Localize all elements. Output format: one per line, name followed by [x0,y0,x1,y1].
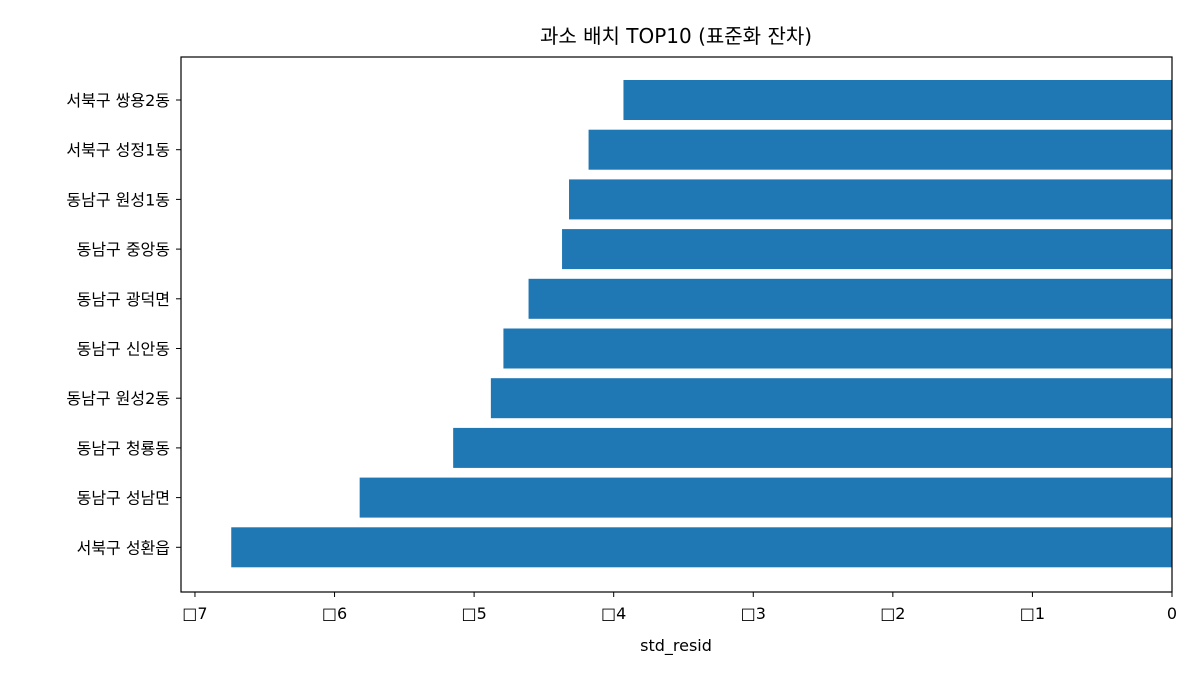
x-tick-label-1: □7 [182,604,207,623]
bar-9 [360,478,1172,518]
y-tick-label-3: 동남구 원성1동 [66,190,170,209]
x-tick-label-4: □4 [601,604,626,623]
y-tick-label-6: 동남구 신안동 [77,340,170,359]
x-axis-label: std_resid [640,636,712,656]
y-tick-label-8: 동남구 청룡동 [77,439,170,458]
x-tick-label-8: 0 [1167,604,1177,623]
bar-1 [623,80,1172,120]
y-tick-label-2: 서북구 성정1동 [66,141,170,160]
bar-7 [491,378,1172,418]
bar-10 [231,527,1172,567]
bar-5 [529,279,1172,319]
x-tick-label-6: □2 [880,604,905,623]
bar-2 [589,130,1172,170]
bar-8 [453,428,1172,468]
chart-title: 과소 배치 TOP10 (표준화 잔차) [540,24,812,48]
bar-6 [503,329,1172,369]
bar-3 [569,179,1172,219]
y-tick-label-4: 동남구 중앙동 [77,240,170,259]
x-tick-label-7: □1 [1020,604,1045,623]
bars-group [231,80,1172,567]
y-tick-label-5: 동남구 광덕면 [77,290,170,309]
x-tick-label-3: □5 [461,604,486,623]
y-tick-label-9: 동남구 성남면 [77,489,170,508]
x-axis: □7 □6 □5 □4 □3 □2 □1 0 [182,592,1177,623]
x-tick-label-2: □6 [322,604,347,623]
bar-4 [562,229,1172,269]
y-tick-label-7: 동남구 원성2동 [66,389,170,408]
y-tick-label-10: 서북구 성환읍 [77,538,170,557]
x-tick-label-5: □3 [741,604,766,623]
y-tick-label-1: 서북구 쌍용2동 [66,91,170,110]
